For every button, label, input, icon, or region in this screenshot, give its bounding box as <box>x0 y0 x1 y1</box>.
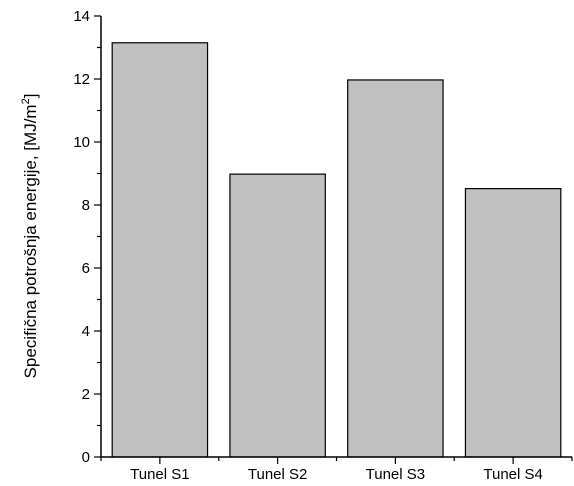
y-axis-label-main: Specifična potrošnja energije, [MJ/m <box>21 104 40 378</box>
y-tick-label: 14 <box>73 8 90 25</box>
bar <box>464 188 562 458</box>
bar <box>229 173 326 458</box>
y-tick-label: 4 <box>82 323 90 340</box>
y-tick-label: 12 <box>73 71 90 88</box>
x-tick-label: Tunel S4 <box>483 466 542 483</box>
y-tick-label: 0 <box>82 449 90 466</box>
y-tick-label: 2 <box>82 386 90 403</box>
y-axis-label-end: ] <box>21 94 40 99</box>
bar <box>347 79 444 458</box>
bar <box>111 42 209 458</box>
x-tick-label: Tunel S1 <box>130 466 189 483</box>
y-axis-label: Specifična potrošnja energije, [MJ/m2] <box>20 94 40 379</box>
x-tick-labels-group: Tunel S1 Tunel S2 Tunel S3 Tunel S4 <box>130 466 543 483</box>
y-tick-labels-group: 0 2 4 6 8 10 12 14 <box>73 8 90 466</box>
y-tick-label: 6 <box>82 260 90 277</box>
x-ticks-group <box>100 457 573 464</box>
y-tick-label: 8 <box>82 197 90 214</box>
y-axis-label-superscript: 2 <box>20 98 32 104</box>
y-tick-label: 10 <box>73 134 90 151</box>
x-tick-label: Tunel S2 <box>248 466 307 483</box>
bars-group <box>111 42 562 458</box>
y-ticks-group <box>94 15 101 458</box>
x-tick-label: Tunel S3 <box>366 466 425 483</box>
